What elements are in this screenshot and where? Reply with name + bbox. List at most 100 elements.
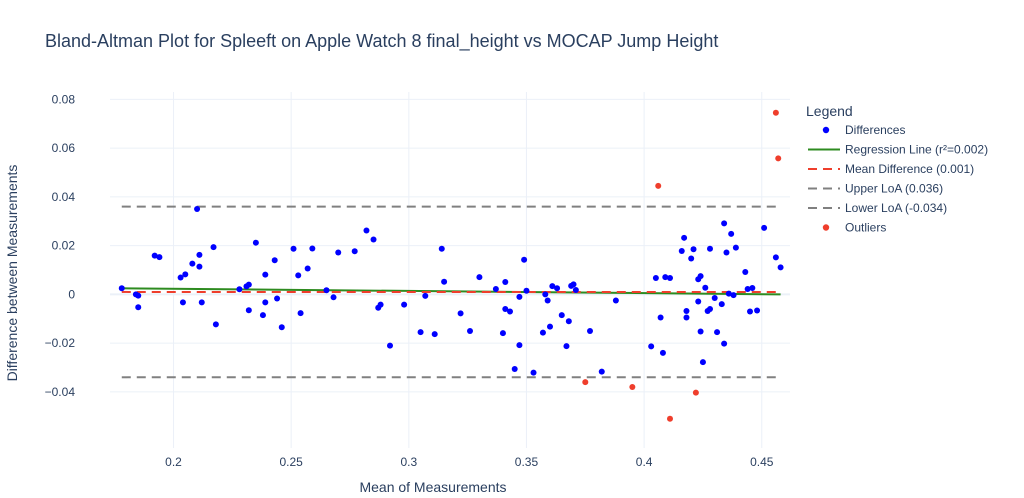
difference-point: [304, 265, 311, 272]
x-tick-label: 0.25: [279, 455, 303, 469]
difference-point: [438, 245, 445, 252]
difference-point: [772, 254, 779, 261]
difference-point: [742, 268, 749, 275]
outlier-point: [629, 384, 636, 391]
y-axis-ticks: 0.08 0.06 0.04 0.02 0 −0.02 −0.04: [45, 92, 76, 399]
outlier-point: [692, 389, 699, 396]
difference-point: [657, 314, 664, 321]
difference-point: [492, 286, 499, 293]
x-axis-title: Mean of Measurements: [359, 479, 506, 495]
difference-point: [196, 263, 203, 270]
difference-point: [335, 249, 342, 256]
legend: Legend Differences Regression Line (r²=0.…: [806, 103, 988, 235]
x-tick-label: 0.35: [515, 455, 539, 469]
difference-point: [245, 281, 252, 288]
data-points: [118, 109, 784, 422]
difference-point: [212, 321, 219, 328]
y-tick-label: 0: [68, 287, 75, 301]
difference-point: [179, 299, 186, 306]
outlier-point: [775, 155, 782, 162]
difference-point: [530, 369, 537, 376]
y-tick-label: 0.08: [52, 92, 76, 106]
difference-point: [749, 285, 756, 292]
difference-point: [198, 299, 205, 306]
difference-point: [662, 274, 669, 281]
difference-point: [683, 314, 690, 321]
difference-point: [516, 293, 523, 300]
difference-point: [652, 275, 659, 282]
legend-item: Outliers: [822, 221, 886, 235]
outlier-point: [582, 379, 589, 386]
difference-point: [697, 273, 704, 280]
legend-item: Mean Difference (0.001): [808, 162, 974, 176]
difference-point: [721, 220, 728, 227]
legend-item: Regression Line (r²=0.002): [808, 143, 988, 157]
difference-point: [648, 343, 655, 350]
difference-point: [707, 306, 713, 313]
difference-point: [598, 368, 605, 375]
difference-point: [678, 247, 685, 254]
difference-point: [295, 272, 302, 279]
x-tick-label: 0.3: [400, 455, 417, 469]
chart-title: Bland-Altman Plot for Spleeft on Apple W…: [45, 31, 718, 52]
difference-point: [744, 286, 751, 293]
difference-point: [476, 274, 483, 281]
difference-point: [707, 245, 713, 252]
difference-point: [539, 329, 546, 336]
difference-point: [667, 275, 673, 282]
difference-point: [558, 312, 565, 319]
difference-point: [189, 260, 196, 267]
difference-point: [252, 239, 259, 246]
difference-point: [401, 301, 408, 308]
x-tick-label: 0.45: [750, 455, 774, 469]
difference-point: [118, 285, 125, 292]
difference-point: [194, 206, 201, 213]
legend-label: Differences: [845, 123, 905, 137]
reference-lines: [121, 205, 781, 379]
difference-point: [695, 298, 702, 305]
y-tick-label: −0.04: [45, 385, 76, 399]
difference-point: [370, 236, 377, 243]
difference-point: [262, 271, 269, 278]
difference-point: [236, 286, 243, 293]
difference-point: [754, 307, 761, 314]
legend-label: Regression Line (r²=0.002): [845, 143, 988, 157]
difference-point: [151, 252, 158, 259]
difference-point: [697, 328, 704, 335]
difference-point: [542, 291, 549, 298]
difference-point: [363, 227, 370, 234]
difference-point: [570, 281, 577, 288]
difference-point: [422, 292, 429, 299]
difference-point: [521, 256, 528, 263]
difference-point: [297, 310, 304, 317]
difference-point: [210, 244, 217, 251]
legend-item: Upper LoA (0.036): [808, 182, 943, 196]
difference-point: [441, 278, 448, 285]
difference-point: [278, 324, 285, 331]
y-axis-title: Difference between Measurements: [4, 165, 20, 382]
x-tick-label: 0.2: [165, 455, 182, 469]
outlier-point: [655, 182, 662, 189]
legend-marker: [822, 126, 830, 134]
difference-point: [507, 308, 513, 315]
difference-point: [431, 331, 438, 338]
difference-point: [563, 343, 570, 350]
regression-line: [121, 287, 781, 296]
difference-point: [377, 301, 384, 308]
difference-point: [690, 246, 697, 253]
difference-point: [702, 284, 709, 291]
difference-point: [565, 318, 572, 325]
difference-point: [259, 312, 266, 319]
legend-item: Differences: [822, 123, 905, 137]
difference-point: [730, 292, 737, 299]
difference-point: [516, 342, 523, 349]
difference-point: [135, 304, 142, 311]
difference-point: [330, 294, 337, 301]
difference-point: [457, 310, 464, 317]
difference-point: [572, 286, 579, 293]
difference-point: [718, 301, 725, 308]
legend-marker: [822, 224, 830, 231]
difference-point: [523, 287, 530, 294]
legend-label: Mean Difference (0.001): [845, 162, 974, 176]
difference-point: [761, 224, 768, 231]
